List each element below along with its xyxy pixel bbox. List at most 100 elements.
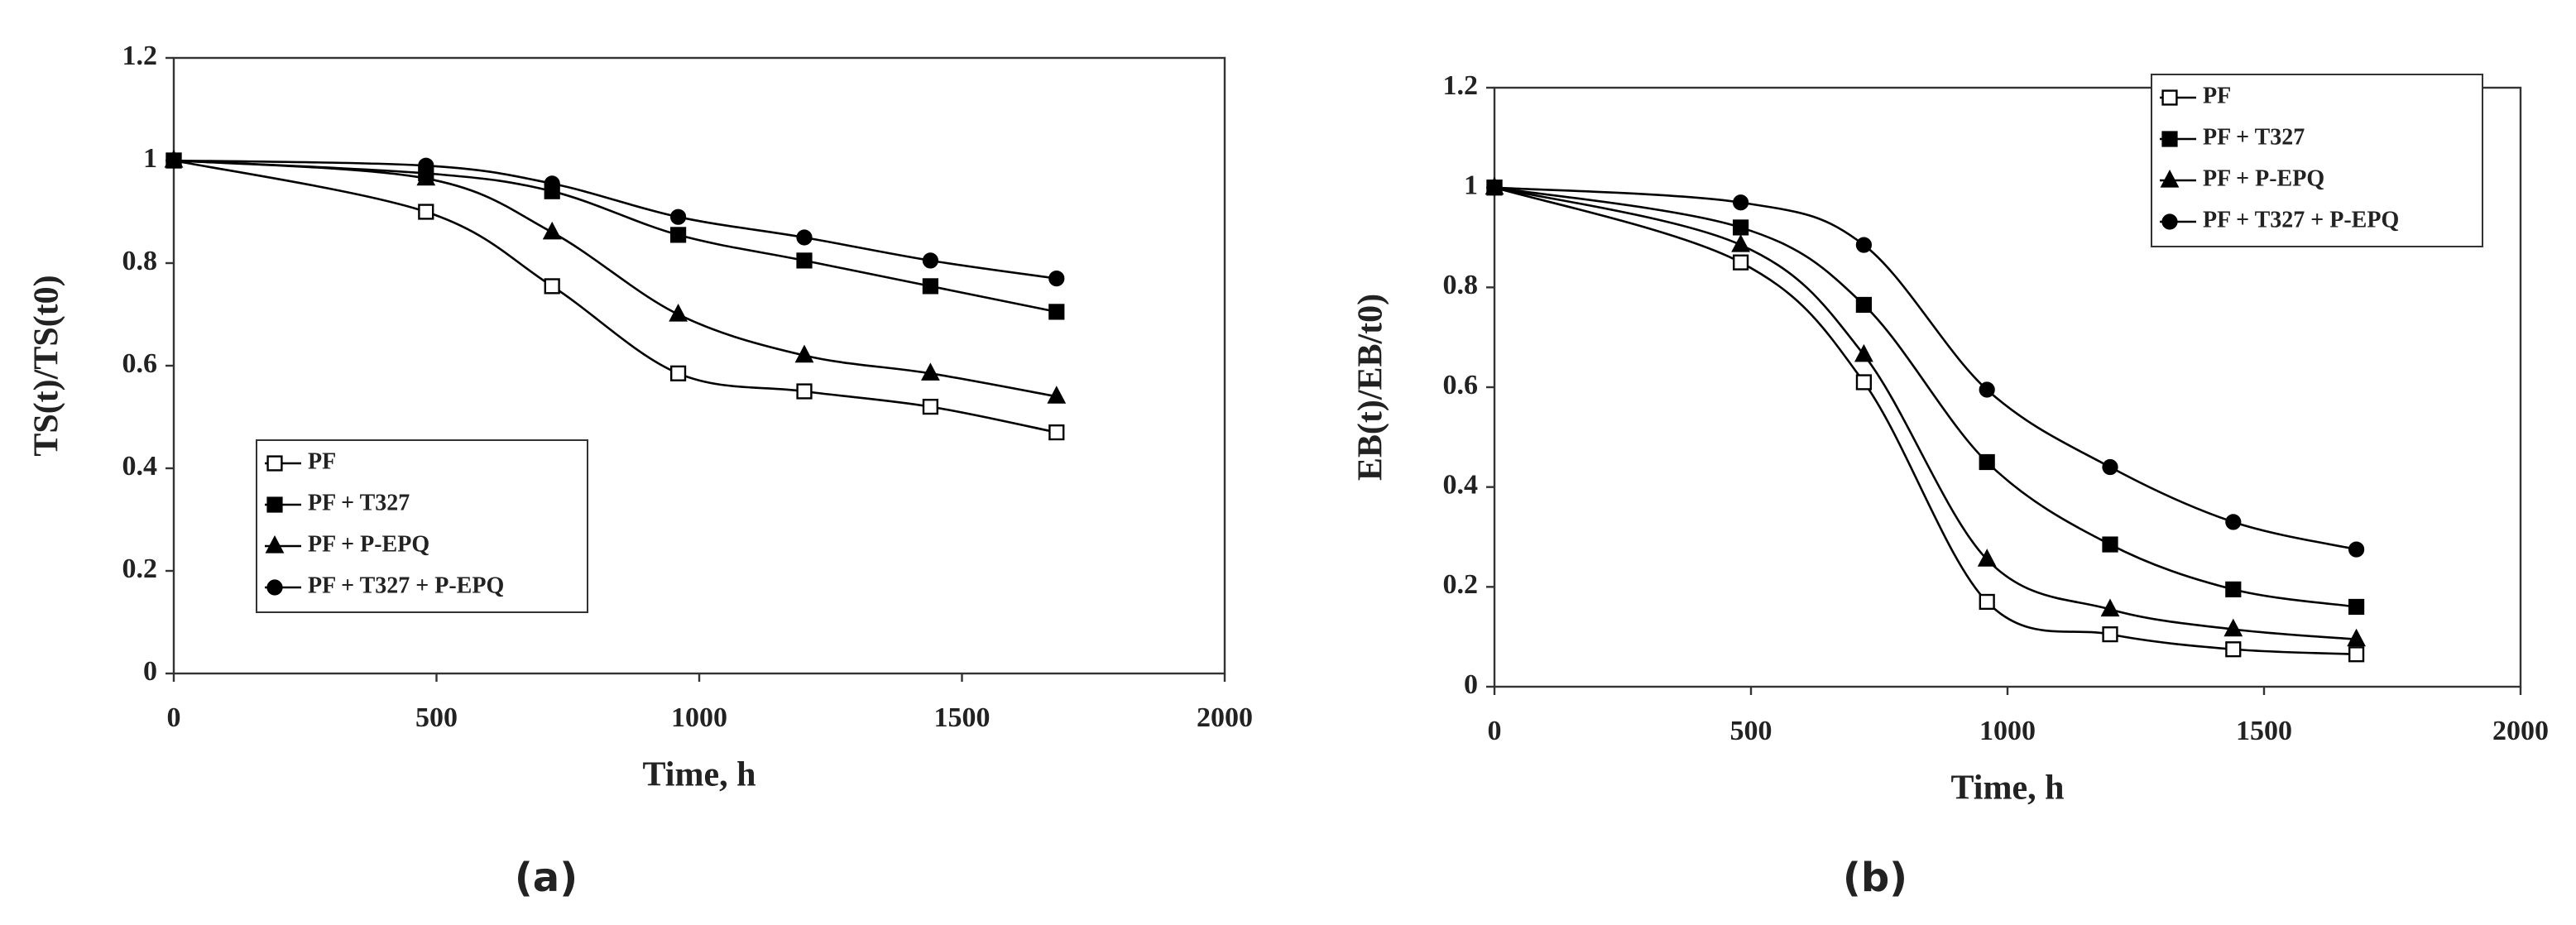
legend: PF PF + T327 PF + P-EPQ PF + T327 + P-EPQ [256,439,588,613]
legend-box [2151,74,2483,247]
legend-label: PF [2203,83,2231,108]
y-tick-label: 1 [1464,170,1478,200]
x-tick-label: 2000 [2492,716,2549,746]
legend-marker [265,535,285,554]
marker [544,175,560,192]
caption: (a) [515,855,578,901]
marker [670,227,687,243]
marker [542,221,562,240]
legend-marker [266,579,283,596]
y-axis-title: EB(t)/EB/t0) [1352,294,1390,481]
y-axis-title: TS(t)/TS(t0) [28,275,66,456]
y-tick-label: 0.8 [122,246,158,276]
legend-marker [2161,89,2178,106]
marker [2102,458,2118,476]
marker [921,362,940,381]
marker [544,278,560,295]
y-tick-label: 0.4 [122,451,158,482]
marker [2225,514,2242,530]
marker [794,344,814,363]
x-tick-label: 1000 [1979,716,2036,746]
marker [922,399,938,415]
marker [1047,386,1067,404]
marker [2102,626,2118,643]
y-tick-label: 0 [143,656,157,687]
marker [1486,180,1503,196]
legend-label: PF + P-EPQ [308,531,429,557]
y-tick-label: 1 [143,143,157,174]
x-tick-label: 1000 [671,702,727,733]
marker [922,252,938,269]
marker [1854,343,1873,362]
marker [796,229,813,246]
x-tick-label: 0 [1488,716,1502,746]
y-tick-label: 0.8 [1443,270,1479,300]
marker [1048,424,1065,441]
marker [1855,296,1872,314]
marker [1048,271,1065,287]
x-tick-label: 1500 [934,702,991,733]
marker [416,167,436,186]
y-tick-label: 0.4 [1443,469,1479,500]
marker [1048,304,1065,320]
legend-box [256,439,588,613]
marker [669,208,687,225]
marker [1977,549,1997,567]
chart: 0 0.2 0.4 0.6 0.8 1 1.2 0 500 1000 1500 2000 Time, h… [1352,70,2549,901]
marker [796,252,813,269]
caption: (b) [1843,855,1907,901]
marker [1732,219,1749,236]
y-tick-label: 1.2 [122,41,158,71]
legend-label: PF + T327 [308,490,410,515]
legend-label: PF + T327 [2203,124,2305,150]
marker [2348,541,2365,558]
marker [2348,646,2365,663]
x-tick-label: 0 [167,702,181,733]
marker [2347,628,2366,647]
series-line [173,159,1058,434]
legend-label: PF + P-EPQ [2203,165,2324,191]
x-axis-title: Time, h [1951,769,2065,808]
marker [1855,237,1872,253]
y-tick-label: 0.2 [1443,569,1479,600]
legend: PF PF + T327 PF + P-EPQ PF + T327 + P-EPQ [2151,74,2483,247]
legend-label: PF + T327 + P-EPQ [2203,207,2399,232]
x-tick-label: 1500 [2236,716,2292,746]
series-line [1494,186,2357,640]
marker [670,365,687,381]
chart: 0 0.2 0.4 0.6 0.8 1 1.2 0 500 1000 1500 2000 Time, h… [28,41,1253,901]
legend-label: PF + T327 + P-EPQ [308,573,504,598]
y-tick-label: 0.2 [122,554,158,584]
marker [1855,374,1872,391]
marker [2102,536,2118,553]
marker [922,278,938,295]
marker [2348,598,2365,616]
marker [1979,381,1995,398]
y-tick-label: 0 [1464,669,1478,700]
marker [418,204,434,220]
marker [2223,618,2243,637]
marker [1979,453,1995,471]
marker [1732,254,1749,271]
y-tick-label: 0.6 [122,348,158,379]
marker [2100,598,2120,617]
y-tick-label: 1.2 [1443,70,1479,101]
marker [165,152,182,169]
legend-label: PF [308,448,336,474]
marker [796,383,813,400]
x-axis-title: Time, h [643,756,756,794]
marker [2225,581,2242,597]
x-tick-label: 500 [1730,716,1772,746]
series-line [1494,186,2357,608]
legend-marker [2160,170,2180,188]
y-tick-label: 0.6 [1443,370,1479,400]
legend-marker [266,455,283,472]
marker [1731,234,1750,252]
series-line [1494,186,2357,656]
x-tick-label: 2000 [1197,702,1253,733]
x-tick-label: 500 [415,702,458,733]
marker [418,157,434,174]
marker [2225,641,2242,658]
marker [1979,593,1995,611]
